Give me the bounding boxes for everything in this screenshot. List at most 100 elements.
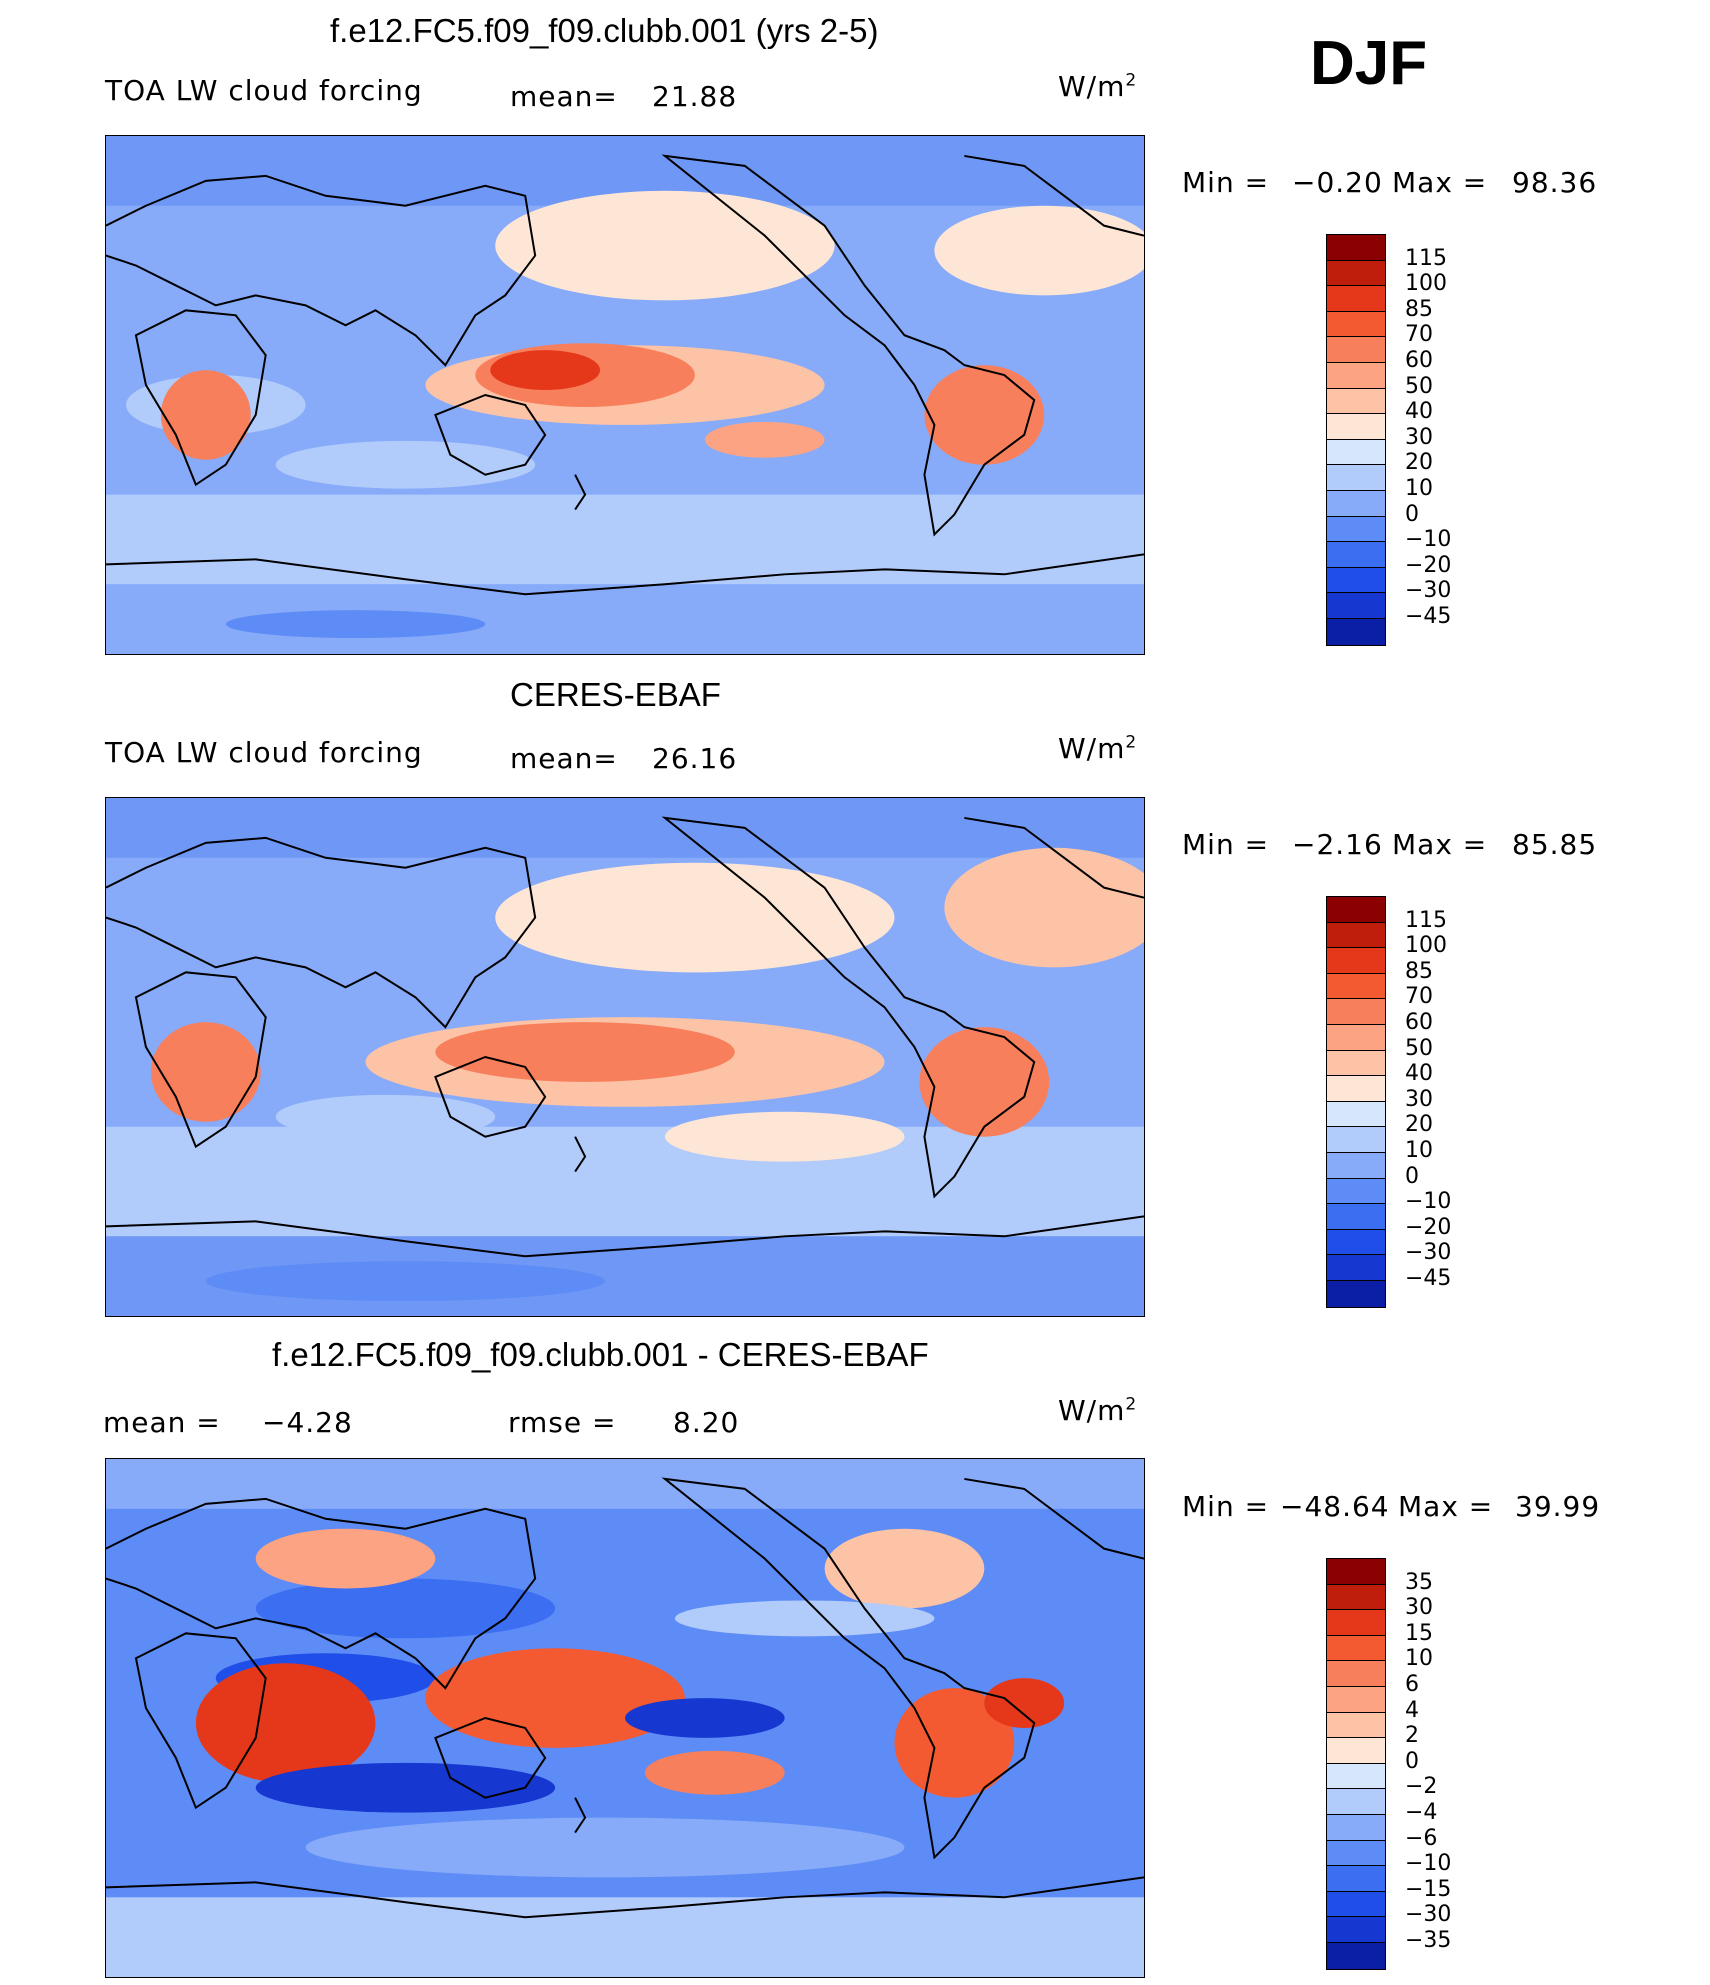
colorbar-tick-label: 50 bbox=[1405, 1035, 1433, 1061]
panel-2-max-value: 85.85 bbox=[1512, 828, 1598, 861]
colorbar-swatch bbox=[1327, 1610, 1385, 1636]
map-blob-sindian-neg bbox=[255, 1762, 556, 1813]
colorbar-swatch bbox=[1327, 973, 1385, 1000]
panel-2-mean-value: 26.16 bbox=[652, 742, 738, 775]
colorbar-tick-label: 50 bbox=[1405, 373, 1433, 399]
colorbar-swatch bbox=[1327, 388, 1385, 415]
colorbar-tick-label: 85 bbox=[1405, 958, 1433, 984]
panel-1-map-svg bbox=[106, 136, 1144, 654]
panel-1-map bbox=[105, 135, 1145, 655]
colorbar-tick-label: −2 bbox=[1405, 1774, 1438, 1800]
panel-1-min-label: Min = bbox=[1182, 166, 1270, 199]
panel-1-mean-label: mean= bbox=[510, 80, 618, 113]
colorbar-swatch bbox=[1327, 1942, 1385, 1969]
map-blob-warmpool-max bbox=[490, 350, 601, 391]
colorbar-swatch bbox=[1327, 286, 1385, 312]
map-blob-africa bbox=[150, 1022, 261, 1122]
map-blob-pac-neg bbox=[625, 1698, 785, 1738]
panel-1-colorbar bbox=[1326, 234, 1386, 646]
colorbar-swatch bbox=[1327, 1866, 1385, 1892]
colorbar-tick-label: −10 bbox=[1405, 1851, 1452, 1877]
panel-2-map bbox=[105, 797, 1145, 1317]
colorbar-swatch bbox=[1327, 1891, 1385, 1918]
colorbar-tick-label: 60 bbox=[1405, 348, 1433, 373]
colorbar-tick-label: 0 bbox=[1405, 1748, 1419, 1774]
colorbar-swatch bbox=[1327, 235, 1385, 261]
colorbar-swatch bbox=[1327, 922, 1385, 949]
colorbar-swatch bbox=[1327, 567, 1385, 594]
colorbar-tick-label: 20 bbox=[1405, 450, 1433, 476]
colorbar-tick-label: 15 bbox=[1405, 1620, 1433, 1646]
panel-2-mean-label: mean= bbox=[510, 742, 618, 775]
colorbar-swatch bbox=[1327, 260, 1385, 287]
panel-3-rmse-value: 8.20 bbox=[673, 1406, 740, 1439]
colorbar-tick-label: 10 bbox=[1405, 476, 1433, 501]
map-blob-natlantic bbox=[934, 205, 1144, 296]
colorbar-swatch bbox=[1327, 1789, 1385, 1815]
colorbar-tick-label: 85 bbox=[1405, 296, 1433, 322]
colorbar-tick-label: 20 bbox=[1405, 1112, 1433, 1138]
panel-3-rmse-label: rmse = bbox=[508, 1406, 617, 1439]
colorbar-tick-label: −10 bbox=[1405, 527, 1452, 553]
map-blob-spcz bbox=[664, 1111, 905, 1162]
colorbar-tick-label: −6 bbox=[1405, 1825, 1438, 1851]
colorbar-tick-label: 100 bbox=[1405, 271, 1447, 297]
colorbar-tick-label: −15 bbox=[1405, 1876, 1452, 1902]
colorbar-tick-label: 115 bbox=[1405, 245, 1447, 271]
map-blob-eurasia-pos bbox=[255, 1528, 436, 1589]
colorbar-tick-label: −30 bbox=[1405, 578, 1452, 604]
colorbar-swatch bbox=[1327, 1255, 1385, 1281]
colorbar-tick-label: −20 bbox=[1405, 1214, 1452, 1240]
colorbar-swatch bbox=[1327, 1024, 1385, 1051]
map-blob-africa bbox=[195, 1663, 376, 1783]
map-blob-natlantic bbox=[944, 847, 1144, 968]
panel-3-units: W/m2 bbox=[1058, 1394, 1138, 1427]
panel-2-min-label: Min = bbox=[1182, 828, 1270, 861]
colorbar-tick-label: 40 bbox=[1405, 399, 1433, 425]
colorbar-swatch bbox=[1327, 1840, 1385, 1867]
colorbar-tick-label: 10 bbox=[1405, 1138, 1433, 1163]
colorbar-swatch bbox=[1327, 1763, 1385, 1790]
map-blob-warmpool-core bbox=[435, 1022, 735, 1082]
panel-2-max-label: Max = bbox=[1392, 828, 1488, 861]
panel-3-map bbox=[105, 1458, 1145, 1978]
map-blob-brazil bbox=[984, 1678, 1065, 1728]
map-blob-samerica bbox=[919, 1027, 1050, 1137]
colorbar-swatch bbox=[1327, 311, 1385, 338]
map-blob-npacific bbox=[495, 862, 895, 973]
panel-2-min-value: −2.16 bbox=[1292, 828, 1383, 861]
map-blob-sindian bbox=[275, 1094, 496, 1139]
colorbar-tick-label: −10 bbox=[1405, 1189, 1452, 1215]
colorbar-tick-label: 6 bbox=[1405, 1672, 1419, 1697]
map-blob-samerica bbox=[894, 1688, 1015, 1798]
colorbar-tick-label: −30 bbox=[1405, 1240, 1452, 1266]
colorbar-swatch bbox=[1327, 618, 1385, 645]
colorbar-swatch bbox=[1327, 593, 1385, 619]
season-label: DJF bbox=[1310, 29, 1428, 98]
colorbar-swatch bbox=[1327, 999, 1385, 1025]
colorbar-swatch bbox=[1327, 439, 1385, 466]
colorbar-swatch bbox=[1327, 1917, 1385, 1943]
colorbar-swatch bbox=[1327, 1814, 1385, 1841]
colorbar-swatch bbox=[1327, 897, 1385, 923]
colorbar-swatch bbox=[1327, 362, 1385, 389]
colorbar-tick-label: 4 bbox=[1405, 1697, 1419, 1723]
map-blob-namerica bbox=[824, 1528, 985, 1609]
colorbar-swatch bbox=[1327, 1280, 1385, 1307]
panel-3-max-value: 39.99 bbox=[1515, 1490, 1601, 1523]
map-coastlines bbox=[106, 154, 1144, 596]
panel-1-min-value: −0.20 bbox=[1292, 166, 1383, 199]
colorbar-swatch bbox=[1327, 490, 1385, 517]
colorbar-swatch bbox=[1327, 1178, 1385, 1205]
colorbar-swatch bbox=[1327, 948, 1385, 974]
colorbar-swatch bbox=[1327, 1127, 1385, 1153]
panel-3-max-label: Max = bbox=[1398, 1490, 1494, 1523]
colorbar-tick-label: −45 bbox=[1405, 604, 1452, 629]
colorbar-swatch bbox=[1327, 1076, 1385, 1102]
panel-1-variable-label: TOA LW cloud forcing bbox=[105, 74, 423, 107]
map-blob-spcz bbox=[704, 421, 825, 458]
panel-1-title: f.e12.FC5.f09_f09.clubb.001 (yrs 2-5) bbox=[330, 12, 879, 49]
colorbar-swatch bbox=[1327, 1686, 1385, 1713]
colorbar-tick-label: 2 bbox=[1405, 1723, 1419, 1749]
map-band-north bbox=[106, 798, 1144, 858]
